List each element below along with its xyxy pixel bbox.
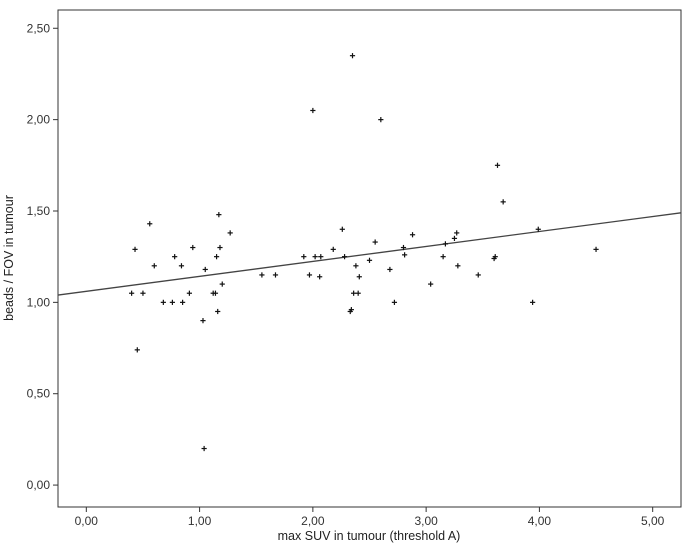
x-axis-title: max SUV in tumour (threshold A)	[278, 529, 461, 543]
data-point	[129, 290, 135, 296]
data-point	[428, 281, 434, 287]
data-point	[202, 266, 208, 273]
data-point	[186, 290, 192, 296]
data-point	[190, 244, 196, 251]
data-point	[330, 246, 336, 252]
data-point	[213, 254, 220, 260]
data-point	[372, 239, 378, 245]
data-point	[180, 299, 186, 305]
data-point	[348, 307, 354, 313]
data-point	[169, 299, 176, 305]
data-point	[351, 290, 357, 296]
data-point	[400, 244, 407, 251]
data-point	[219, 281, 225, 287]
data-point	[172, 254, 178, 260]
data-point	[378, 117, 384, 123]
data-point	[440, 254, 446, 260]
fit-line	[57, 212, 682, 296]
data-point	[500, 199, 506, 205]
data-point	[451, 235, 458, 242]
data-point	[409, 232, 416, 238]
y-tick-label: 1,50	[27, 204, 51, 218]
x-tick-label: 1,00	[188, 514, 212, 528]
data-point	[454, 230, 460, 236]
x-tick-label: 0,00	[75, 514, 99, 528]
data-point	[530, 299, 536, 305]
y-axis-title: beads / FOV in tumour	[2, 195, 16, 321]
x-tick-label: 3,00	[414, 514, 438, 528]
data-point	[387, 266, 393, 273]
data-point	[475, 272, 481, 278]
data-point	[391, 299, 398, 305]
x-axis-ticks: 0,00 1,00 2,00 3,00 4,00 5,00	[75, 507, 665, 528]
data-point	[200, 318, 206, 324]
data-point	[317, 274, 323, 280]
data-point	[341, 254, 348, 260]
data-point	[455, 263, 461, 269]
data-point	[593, 246, 599, 252]
data-point	[306, 272, 313, 278]
y-tick-label: 0,50	[27, 387, 51, 401]
data-point	[134, 347, 140, 353]
data-point	[353, 263, 359, 269]
data-point	[301, 254, 307, 260]
data-point	[201, 445, 207, 452]
y-axis-ticks: 0,00 0,50 1,00 1,50 2,00 2,50	[27, 21, 58, 492]
data-point	[217, 244, 223, 251]
data-point	[356, 274, 362, 280]
fit-line-layer	[57, 212, 682, 296]
x-tick-label: 2,00	[301, 514, 325, 528]
data-point	[151, 263, 157, 269]
data-point	[339, 226, 345, 232]
data-point	[227, 230, 233, 236]
data-point	[355, 290, 361, 296]
y-tick-label: 2,50	[27, 21, 51, 35]
data-point	[366, 257, 373, 263]
data-point	[318, 254, 324, 260]
y-tick-label: 0,00	[27, 478, 51, 492]
data-point	[310, 107, 316, 114]
data-point	[132, 246, 138, 252]
y-tick-label: 1,00	[27, 295, 51, 309]
data-points	[129, 53, 599, 452]
data-point	[160, 299, 166, 305]
data-point	[147, 221, 153, 227]
data-point	[215, 308, 221, 315]
x-tick-label: 5,00	[641, 514, 665, 528]
y-tick-label: 2,00	[27, 113, 51, 127]
x-tick-label: 4,00	[528, 514, 552, 528]
data-point	[259, 272, 265, 278]
data-point	[402, 252, 408, 258]
data-point	[349, 53, 356, 59]
data-point	[442, 241, 448, 247]
data-point	[492, 254, 498, 260]
data-point	[312, 254, 318, 260]
data-point	[494, 162, 501, 168]
data-point	[212, 290, 219, 296]
data-point	[535, 226, 541, 232]
data-point	[140, 290, 146, 296]
data-point	[216, 212, 222, 218]
data-point	[272, 272, 279, 278]
data-point	[178, 263, 185, 269]
